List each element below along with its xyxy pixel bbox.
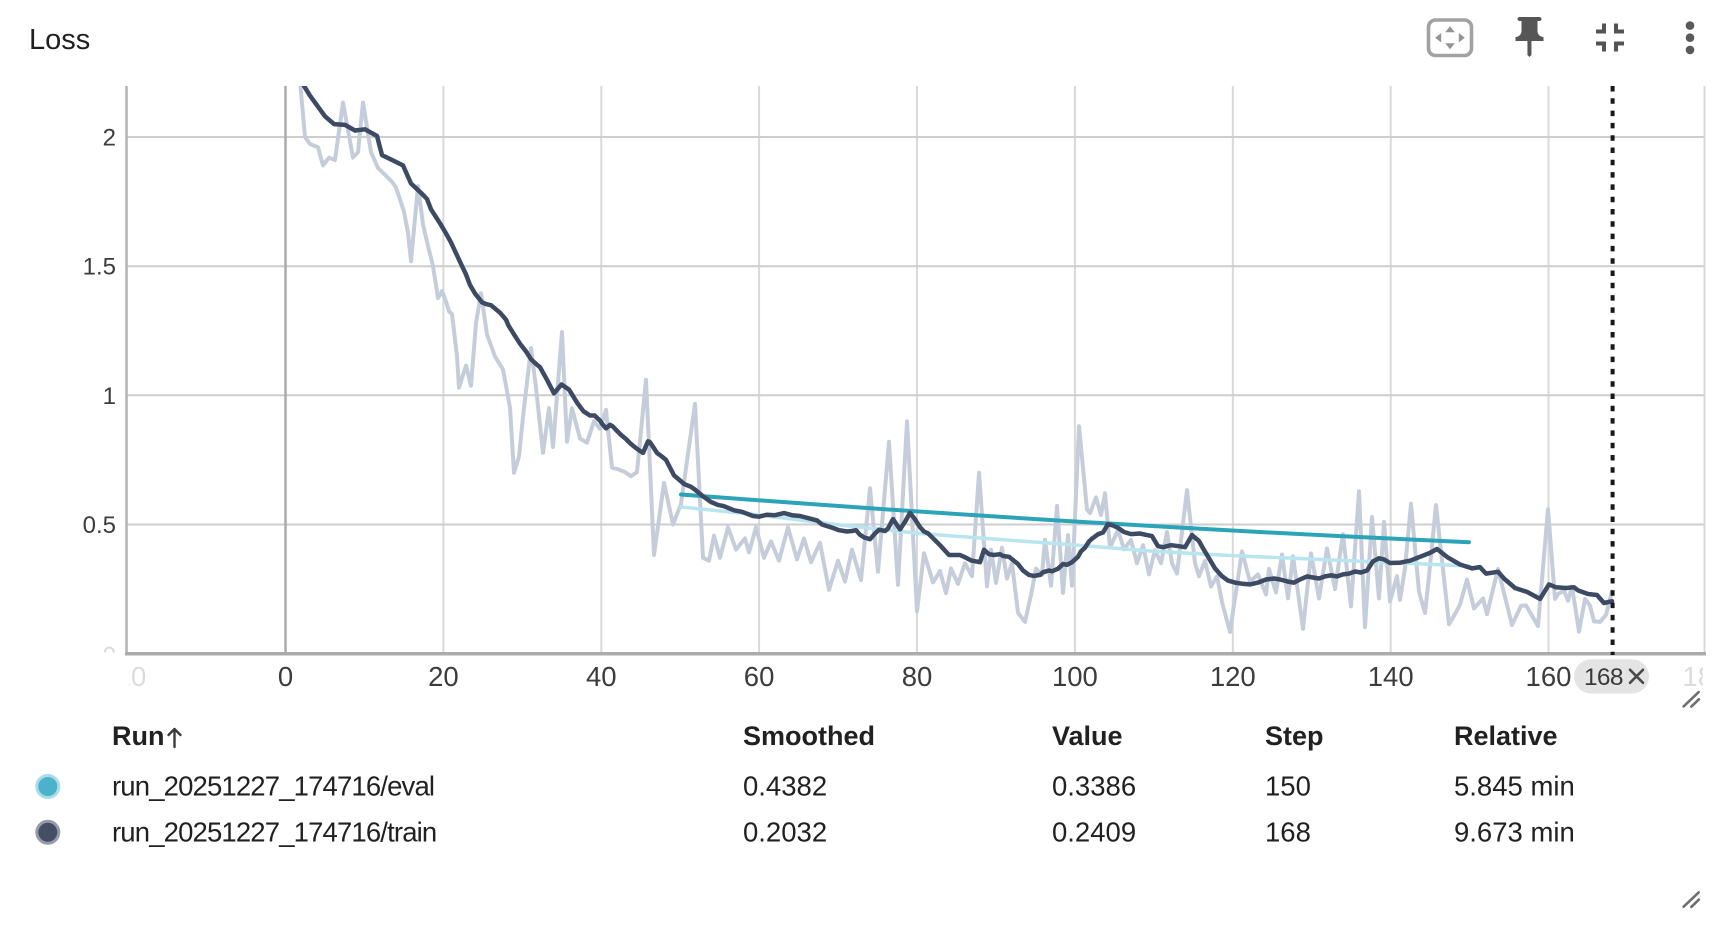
svg-text:150: 150 [1265,771,1311,802]
svg-text:80: 80 [902,661,933,692]
svg-text:0: 0 [278,661,293,692]
svg-text:5.845 min: 5.845 min [1454,771,1575,802]
svg-text:0.3386: 0.3386 [1052,771,1136,802]
svg-text:180: 180 [1683,661,1729,692]
svg-text:120: 120 [1210,661,1256,692]
svg-text:60: 60 [744,661,775,692]
svg-text:run_20251227_174716/train: run_20251227_174716/train [112,816,436,847]
svg-text:0.4382: 0.4382 [743,771,827,802]
svg-text:1: 1 [103,383,116,410]
svg-text:2: 2 [103,125,116,152]
svg-text:Value: Value [1052,721,1123,751]
svg-text:0.2409: 0.2409 [1052,816,1136,847]
svg-text:Run: Run [112,721,164,751]
svg-text:run_20251227_174716/eval: run_20251227_174716/eval [112,771,434,802]
svg-text:9.673 min: 9.673 min [1454,816,1575,847]
svg-text:Loss: Loss [29,24,90,56]
svg-text:1.5: 1.5 [83,254,116,281]
svg-text:140: 140 [1368,661,1414,692]
svg-text:20: 20 [428,661,459,692]
svg-text:100: 100 [1052,661,1098,692]
svg-text:Smoothed: Smoothed [743,721,875,751]
svg-text:168: 168 [1265,816,1311,847]
svg-text:20: 20 [116,661,147,692]
svg-text:Relative: Relative [1454,721,1558,751]
svg-text:0.5: 0.5 [83,512,116,539]
svg-text:0: 0 [103,643,116,670]
svg-text:160: 160 [1526,661,1572,692]
svg-text:Step: Step [1265,721,1324,751]
svg-text:0.2032: 0.2032 [743,816,827,847]
svg-text:168: 168 [1584,664,1623,691]
svg-text:40: 40 [586,661,617,692]
